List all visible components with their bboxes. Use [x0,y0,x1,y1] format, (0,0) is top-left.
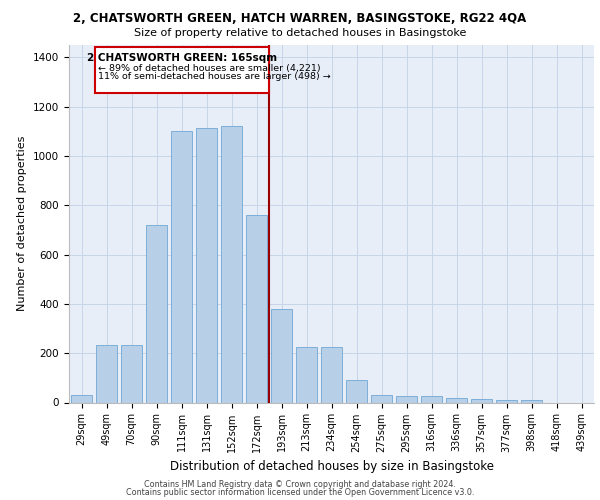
Bar [446,398,467,402]
Text: 2 CHATSWORTH GREEN: 165sqm: 2 CHATSWORTH GREEN: 165sqm [86,53,277,63]
Y-axis label: Number of detached properties: Number of detached properties [17,136,28,312]
Bar [371,395,392,402]
Text: ← 89% of detached houses are smaller (4,221): ← 89% of detached houses are smaller (4,… [98,64,321,73]
Bar [221,126,242,402]
Bar [296,347,317,403]
Bar [96,344,117,403]
Bar [146,225,167,402]
Bar [246,215,267,402]
Bar [271,309,292,402]
FancyBboxPatch shape [95,48,269,93]
Bar [321,347,342,403]
Bar [421,396,442,402]
Bar [196,128,217,402]
Bar [346,380,367,402]
Text: Size of property relative to detached houses in Basingstoke: Size of property relative to detached ho… [134,28,466,38]
Text: Contains public sector information licensed under the Open Government Licence v3: Contains public sector information licen… [126,488,474,497]
Bar [171,132,192,402]
Bar [496,400,517,402]
X-axis label: Distribution of detached houses by size in Basingstoke: Distribution of detached houses by size … [170,460,493,473]
Text: Contains HM Land Registry data © Crown copyright and database right 2024.: Contains HM Land Registry data © Crown c… [144,480,456,489]
Bar [121,344,142,403]
Bar [471,399,492,402]
Text: 2, CHATSWORTH GREEN, HATCH WARREN, BASINGSTOKE, RG22 4QA: 2, CHATSWORTH GREEN, HATCH WARREN, BASIN… [73,12,527,26]
Bar [71,395,92,402]
Text: 11% of semi-detached houses are larger (498) →: 11% of semi-detached houses are larger (… [98,72,331,80]
Bar [396,396,417,402]
Bar [521,400,542,402]
